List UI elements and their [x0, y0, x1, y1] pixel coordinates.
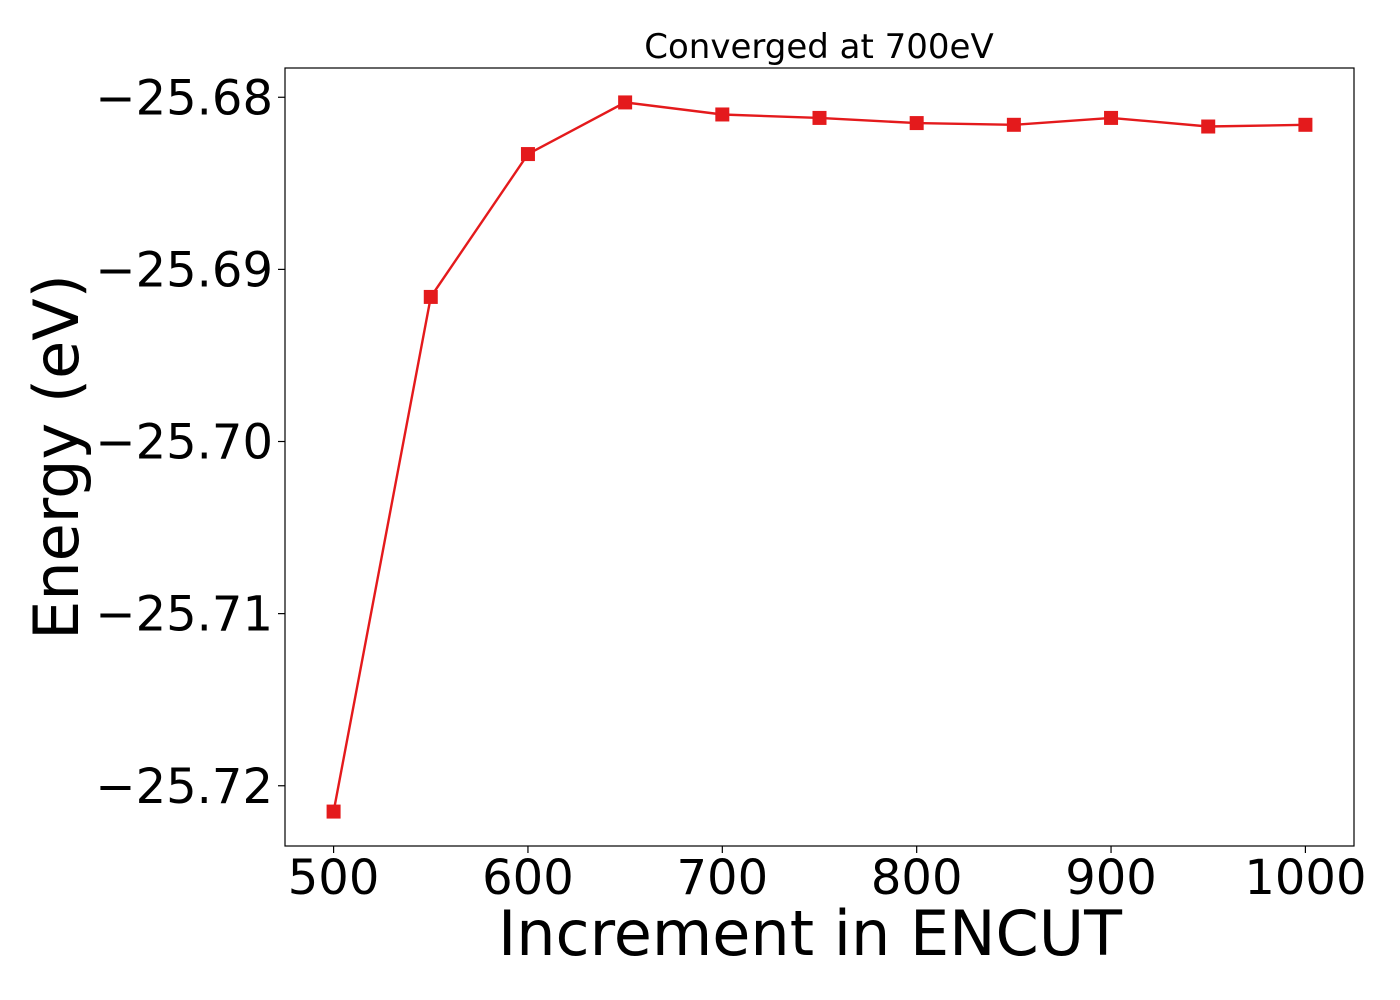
- x-tick-label: 500: [288, 850, 380, 906]
- plot-area-frame: [284, 67, 1355, 847]
- data-point-marker: [1298, 117, 1313, 132]
- series-line: [332, 101, 1306, 812]
- x-tick-label: 800: [871, 850, 963, 906]
- y-tick-label: −25.68: [95, 70, 273, 126]
- y-tick-label: −25.70: [95, 415, 273, 471]
- data-point-marker: [423, 289, 438, 304]
- data-point-marker: [909, 116, 924, 131]
- y-tick-label: −25.71: [95, 587, 273, 643]
- x-tick-label: 700: [677, 850, 769, 906]
- chart-title: Converged at 700eV: [644, 27, 993, 67]
- y-axis-label: Energy (eV): [20, 274, 93, 640]
- x-axis-label: Increment in ENCUT: [498, 897, 1123, 970]
- data-series: [326, 95, 1313, 819]
- data-point-marker: [1006, 117, 1021, 132]
- data-point-marker: [715, 107, 730, 122]
- y-tick-label: −25.69: [95, 242, 273, 298]
- data-point-marker: [1201, 119, 1216, 134]
- data-point-marker: [618, 95, 633, 110]
- y-tick-label: −25.72: [95, 759, 273, 815]
- data-point-marker: [520, 147, 535, 162]
- y-axis: −25.68 −25.69 −25.70 −25.71 −25.72: [95, 70, 285, 815]
- x-tick-label: 1000: [1244, 850, 1366, 906]
- data-point-marker: [812, 110, 827, 125]
- data-point-marker: [1104, 110, 1119, 125]
- x-tick-label: 900: [1065, 850, 1157, 906]
- x-tick-label: 600: [482, 850, 574, 906]
- data-point-marker: [326, 804, 341, 819]
- x-axis: 500 600 700 800 900 1000: [288, 846, 1366, 906]
